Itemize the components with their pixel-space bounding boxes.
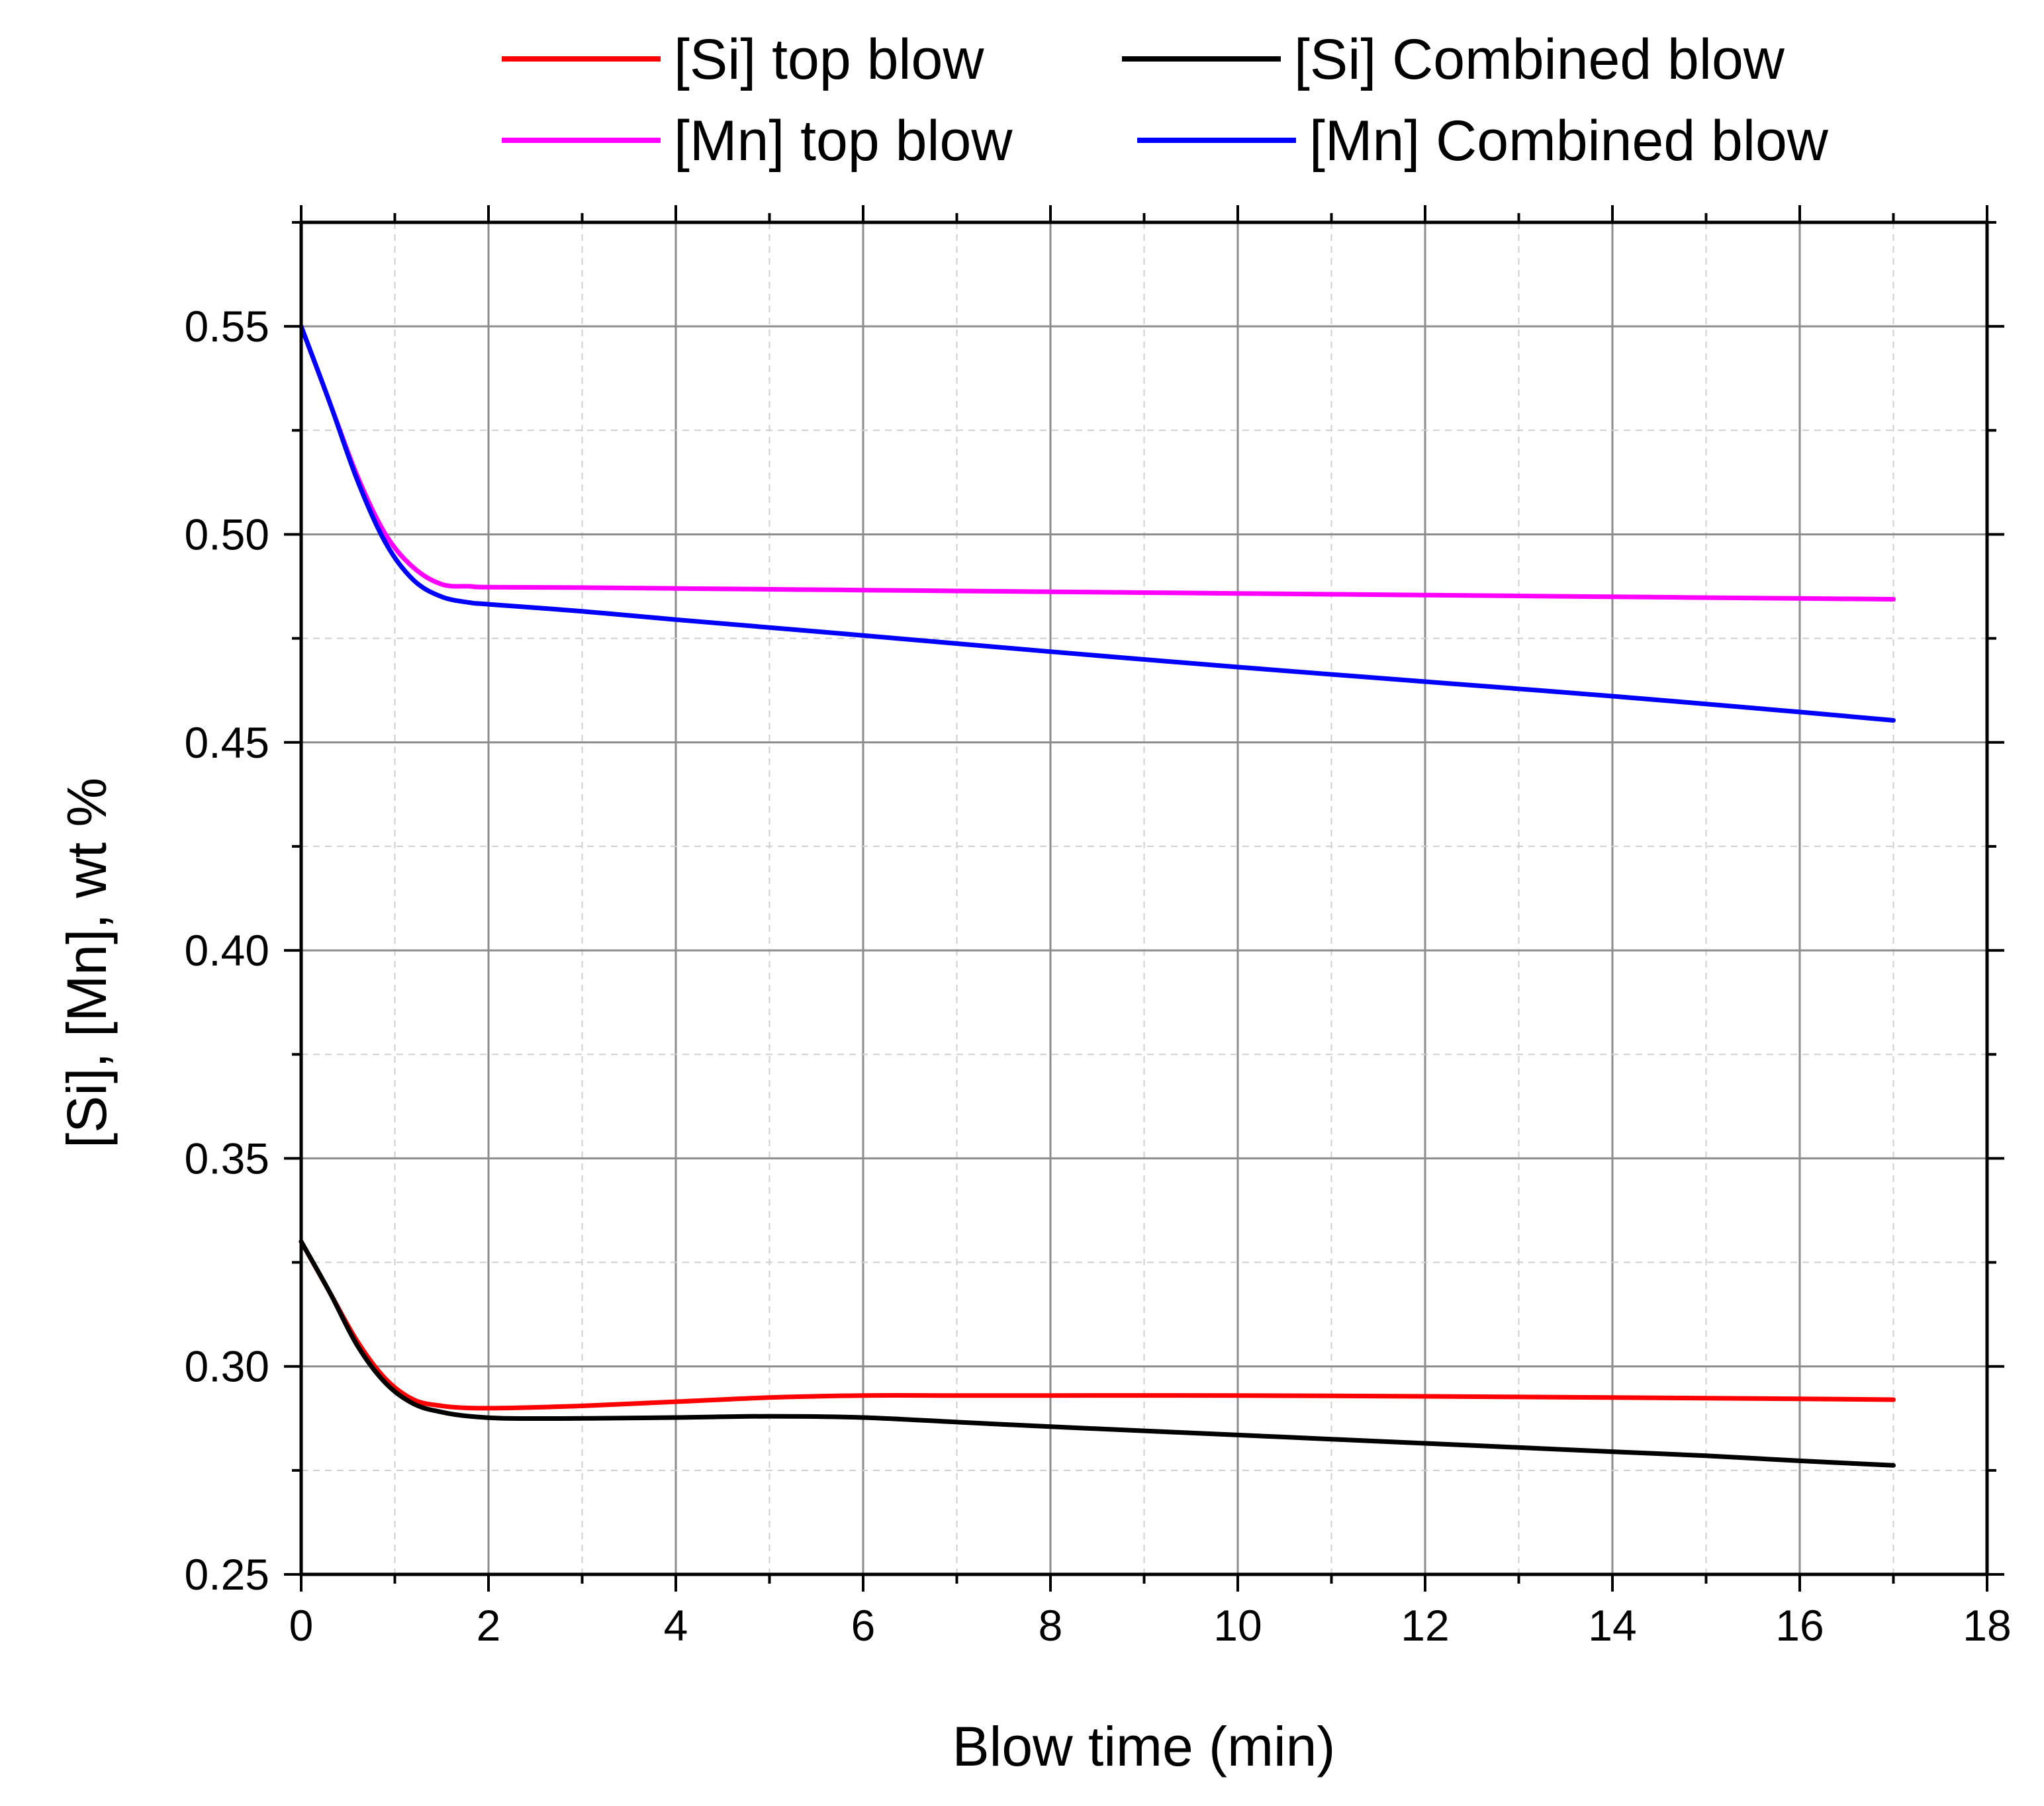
x-tick-label: 2 xyxy=(477,1601,501,1650)
y-tick-label: 0.40 xyxy=(185,926,269,975)
y-tick-label: 0.35 xyxy=(185,1134,269,1183)
grid xyxy=(301,222,1987,1574)
x-tick-label: 6 xyxy=(851,1601,876,1650)
y-axis-title: [Si], [Mn], wt % xyxy=(56,778,118,1148)
tick-labels: 0 2 4 6 8 10 12 14 16 18 0.25 0.30 0.35 0.40 0.45 0.50 0… xyxy=(185,302,2012,1650)
y-tick-label: 0.25 xyxy=(185,1550,269,1599)
legend: [Si] top blow [Si] Combined blow [Mn] to… xyxy=(502,28,1829,173)
legend-label-mn-combined: [Mn] Combined blow xyxy=(1309,109,1829,173)
x-tick-label: 14 xyxy=(1588,1601,1636,1650)
y-tick-label: 0.55 xyxy=(185,302,269,351)
x-tick-label: 18 xyxy=(1963,1601,2011,1650)
ticks xyxy=(284,205,2004,1592)
x-axis-title: Blow time (min) xyxy=(952,1715,1336,1778)
y-tick-label: 0.50 xyxy=(185,510,269,559)
x-tick-label: 10 xyxy=(1213,1601,1262,1650)
legend-label-si-combined: [Si] Combined blow xyxy=(1294,28,1785,91)
y-tick-label: 0.45 xyxy=(185,718,269,767)
y-tick-label: 0.30 xyxy=(185,1342,269,1391)
x-tick-label: 4 xyxy=(664,1601,688,1650)
legend-label-mn-top: [Mn] top blow xyxy=(674,109,1013,173)
series-mn-combined-blow xyxy=(299,324,1896,723)
x-tick-label: 0 xyxy=(289,1601,314,1650)
x-tick-label: 12 xyxy=(1401,1601,1449,1650)
series-mn-top-blow xyxy=(299,324,1896,602)
series-lines xyxy=(299,324,1896,1468)
x-tick-label: 8 xyxy=(1039,1601,1063,1650)
series-si-combined-blow xyxy=(299,1239,1896,1468)
legend-label-si-top: [Si] top blow xyxy=(674,28,984,91)
x-tick-label: 16 xyxy=(1775,1601,1824,1650)
series-si-top-blow xyxy=(299,1239,1896,1411)
